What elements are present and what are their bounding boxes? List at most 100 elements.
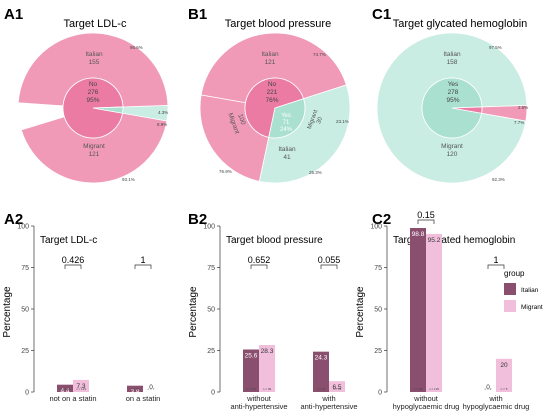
c1-inner-pct-yes: 95% (446, 97, 459, 104)
c2-bracket (487, 264, 505, 269)
panel-letter-c1: C1 (372, 6, 391, 23)
b2-bar-chart: Target blood pressure Percentage 0 25 50 75 10… (188, 224, 358, 412)
c2-ytick-label: 25 (374, 348, 382, 355)
b1-inner-no-slice (244, 77, 305, 138)
c2-bracket (417, 219, 435, 224)
legend-label-italian: Italian (521, 287, 539, 294)
a1-label-italian: Italian (85, 51, 103, 58)
b1-donut (199, 32, 351, 184)
panel-letter-a1: A1 (4, 6, 23, 23)
b2-bar-value-label: 25.6 (245, 353, 258, 360)
c1-donut (376, 32, 528, 184)
panel-letter-c2: C2 (372, 211, 391, 228)
a2-ytick-label: 100 (17, 224, 29, 231)
c2-x-tick-label: hypoglycaemic drug (393, 402, 460, 411)
b2-bar-migrant (329, 381, 345, 392)
c2-bar-migrant (496, 358, 512, 392)
c2-x-tick-label: without (413, 394, 439, 403)
c1-inner-label-yes: Yes (448, 81, 459, 88)
a2-ytick-label: 75 (21, 265, 29, 272)
a2-bar-value-label: 4.4 (60, 388, 69, 395)
b2-title: Target blood pressure (226, 235, 323, 246)
c1-label-migrant: Migrant (441, 143, 463, 150)
b2-x-tick-label: anti-hypertensive (230, 402, 287, 411)
b1-side-pct-2: 76.9% (219, 169, 232, 174)
b2-ytick-label: 50 (207, 307, 215, 314)
b2-x-tick-label: without (246, 394, 272, 403)
b1-side-pct-4: 25.3% (309, 170, 322, 175)
a1-inner-label-no: No (89, 81, 98, 88)
b2-ylabel: Percentage (188, 286, 199, 338)
a2-bracket (64, 264, 82, 269)
c2-ytick-label: 75 (374, 265, 382, 272)
c2-bar-n-label: n = 125 (429, 387, 439, 391)
c1-inner-no-slice (451, 106, 483, 114)
b1-value-migrant-no: 100 (236, 113, 246, 126)
a2-bar-value-label: 0 (149, 384, 153, 391)
b1-value-italian-yes: 41 (283, 154, 291, 161)
b2-x-tick-label: anti-hypertensive (300, 402, 357, 411)
b2-bracket (250, 264, 268, 269)
a2-bar-n-label: n = 7 (148, 387, 155, 391)
c2-bar-n-label: n = 5 (501, 387, 508, 391)
b2-bracket (320, 264, 338, 269)
c2-bar-n-label: n = 160 (413, 387, 423, 391)
a1-value-migrant: 121 (89, 151, 100, 158)
a1-side-pct-4: 93.1% (122, 177, 135, 182)
c2-bar-n-label: n = 2 (485, 387, 492, 391)
b2-ytick-label: 100 (203, 224, 215, 231)
legend-swatch-italian (504, 283, 516, 295)
a1-inner-pct-no: 95% (86, 97, 99, 104)
b2-bar-italian (243, 349, 259, 392)
b2-bracket-pvalue: 0.652 (248, 255, 271, 265)
b2-x-tick-label: with (321, 394, 335, 403)
legend-swatch-migrant (504, 300, 516, 312)
panel-letter-a2: A2 (4, 211, 23, 228)
b1-label-italian-yes: Italian (278, 146, 296, 153)
legend-label-migrant: Migrant (521, 304, 543, 311)
c2-bracket-pvalue: 1 (493, 255, 498, 265)
c2-bar-value-label: 98.8 (412, 231, 425, 238)
b1-inner-label-no: No (268, 81, 277, 88)
c2-ytick-label: 100 (370, 224, 382, 231)
a2-ytick-label: 25 (21, 348, 29, 355)
c1-inner-value-yes: 278 (448, 89, 459, 96)
a2-bracket-pvalue: 0.426 (62, 255, 85, 265)
a1-title: Target LDL-c (64, 18, 127, 30)
c1-label-italian: Italian (443, 51, 461, 58)
b2-ytick-label: 25 (207, 348, 215, 355)
b2-bar-n-label: n = 31 (333, 387, 342, 391)
legend: group Italian Migrant (504, 269, 543, 312)
c1-side-pct-2: 2.5% (518, 105, 528, 110)
b1-inner-value-yes: 71 (283, 120, 290, 126)
a1-label-migrant: Migrant (83, 143, 105, 150)
b2-bar-n-label: n = 121 (246, 387, 256, 391)
legend-title: group (504, 269, 525, 278)
c2-ylabel: Percentage (355, 286, 366, 338)
c2-bar-value-label: 20 (500, 362, 508, 369)
a2-bar-value-label: 7.3 (76, 383, 85, 390)
a2-bracket (134, 264, 152, 269)
c1-value-migrant: 120 (447, 151, 458, 158)
c2-ytick-label: 0 (378, 390, 382, 397)
a2-bar-n-label: n = 136 (60, 387, 70, 391)
b2-bar-value-label: 6.5 (332, 384, 341, 391)
a2-x-tick-label: on a statin (126, 394, 161, 403)
b2-bracket-pvalue: 0.055 (318, 255, 341, 265)
a2-bar-migrant (73, 379, 89, 392)
b1-side-pct-1: 74.7% (313, 52, 326, 57)
a2-x-tick-label: not on a statin (49, 394, 96, 403)
b1-inner-label-yes: Yes (281, 113, 291, 119)
a1-value-italian: 155 (89, 59, 100, 66)
c2-x-tick-label: hypoglycaemic drug (463, 402, 530, 411)
c2-title: Target glycated hemoglobin (393, 235, 515, 246)
c1-title: Target glycated hemoglobin (393, 18, 528, 30)
a1-side-pct-3: 8.9% (157, 122, 167, 127)
c2-bar-chart: Target glycated hemoglobin Percentage 0 25 5… (355, 210, 529, 411)
c2-bar-italian (410, 227, 426, 392)
b1-inner-value-no: 221 (267, 89, 278, 96)
c2-x-tick-label: with (488, 394, 502, 403)
b2-bar-n-label: n = 37 (317, 387, 326, 391)
b1-side-pct-3: 23.1% (336, 119, 349, 124)
